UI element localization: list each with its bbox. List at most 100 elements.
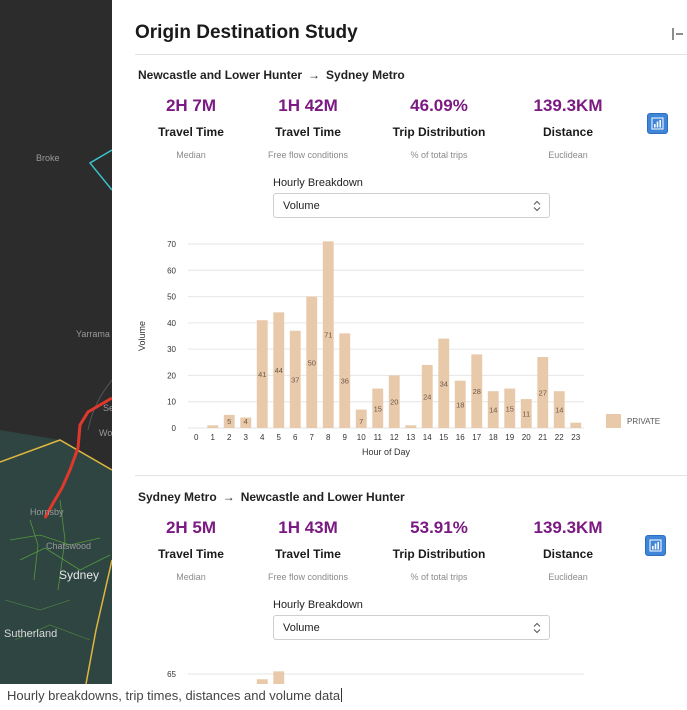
y-tick-label: 65 xyxy=(167,670,176,679)
metric-value: 46.09% xyxy=(410,96,468,115)
hourly-breakdown-label: Hourly Breakdown xyxy=(273,599,363,611)
bar xyxy=(256,320,268,428)
chart-toggle-button[interactable] xyxy=(645,535,666,556)
x-tick-label: 6 xyxy=(293,433,298,442)
map-label-sutherland: Sutherland xyxy=(4,628,58,640)
bar-data-label: 36 xyxy=(341,377,349,386)
panel-title: Origin Destination Study xyxy=(135,22,358,43)
x-tick-label: 7 xyxy=(310,433,315,442)
y-tick-label: 70 xyxy=(167,240,176,249)
y-tick-label: 50 xyxy=(167,293,176,302)
bar-data-label: 41 xyxy=(258,370,266,379)
section-divider xyxy=(135,475,687,476)
bar-data-label: 15 xyxy=(506,404,514,413)
metric-value: 1H 42M xyxy=(278,96,338,115)
od-study-panel: Origin Destination Study Newcastle and L… xyxy=(112,0,687,684)
bar xyxy=(273,671,285,684)
metric-label: Trip Distribution xyxy=(392,547,486,561)
y-tick-label: 60 xyxy=(167,266,176,275)
metric-label: Travel Time xyxy=(158,125,224,139)
x-tick-label: 15 xyxy=(439,433,448,442)
bar-chart-icon xyxy=(649,539,662,552)
x-tick-label: 23 xyxy=(571,433,580,442)
x-tick-label: 17 xyxy=(472,433,481,442)
bar xyxy=(273,312,285,428)
metric-sub: % of total trips xyxy=(410,572,468,582)
bar-data-label: 50 xyxy=(308,358,316,367)
bar xyxy=(372,388,384,428)
x-tick-label: 2 xyxy=(227,433,232,442)
metric-value: 139.3KM xyxy=(533,96,603,115)
x-tick-label: 11 xyxy=(374,433,383,442)
metric-value: 53.91% xyxy=(410,518,468,537)
metric-median-travel-time: 2H 7M Travel Time Median xyxy=(126,96,256,160)
bar xyxy=(471,354,483,428)
route-arrow: → xyxy=(308,68,321,82)
bar xyxy=(421,364,433,428)
x-tick-label: 19 xyxy=(505,433,514,442)
metric-free-flow-travel-time: 1H 42M Travel Time Free flow conditions xyxy=(243,96,373,160)
bar xyxy=(289,330,301,428)
metric-sub: Free flow conditions xyxy=(267,150,349,160)
x-tick-label: 21 xyxy=(538,433,547,442)
map-view[interactable]: Broke Yarrama Se Wo Hornsby Chatswood Sy… xyxy=(0,0,112,684)
metric-select[interactable]: Volume xyxy=(273,615,550,640)
x-tick-label: 3 xyxy=(244,433,249,442)
y-axis-label: Volume xyxy=(137,321,147,351)
bar-data-label: 34 xyxy=(440,379,448,388)
metric-sub: Median xyxy=(176,150,206,160)
y-tick-label: 0 xyxy=(172,424,177,433)
bar xyxy=(207,425,219,428)
hourly-volume-chart-partial: 65 xyxy=(167,670,584,684)
x-tick-label: 5 xyxy=(277,433,282,442)
bar-data-label: 37 xyxy=(291,375,299,384)
app-stage: Broke Yarrama Se Wo Hornsby Chatswood Sy… xyxy=(0,0,687,684)
bar xyxy=(388,375,400,428)
y-tick-label: 10 xyxy=(167,398,176,407)
bar-data-label: 24 xyxy=(423,392,431,401)
bar xyxy=(454,380,466,428)
map-label-yarramalong: Yarrama xyxy=(76,329,110,339)
bar-data-label: 28 xyxy=(473,387,481,396)
x-axis-label: Hour of Day xyxy=(362,447,411,457)
x-tick-label: 20 xyxy=(522,433,531,442)
select-chevron-icon xyxy=(533,622,541,634)
bar-data-label: 27 xyxy=(539,389,547,398)
bar xyxy=(339,333,351,428)
x-tick-label: 10 xyxy=(357,433,366,442)
metric-select-value: Volume xyxy=(283,622,320,634)
metric-median-travel-time: 2H 5M Travel Time Median xyxy=(126,518,256,582)
bar-chart-icon xyxy=(651,117,664,130)
bar-data-label: 11 xyxy=(522,410,530,419)
map-label-se: Se xyxy=(103,403,112,413)
metric-trip-distribution: 53.91% Trip Distribution % of total trip… xyxy=(374,518,504,582)
metric-sub: % of total trips xyxy=(410,150,468,160)
bar-data-label: 5 xyxy=(227,417,231,426)
metric-label: Travel Time xyxy=(275,125,341,139)
bar-data-label: 14 xyxy=(555,406,563,415)
x-tick-label: 0 xyxy=(194,433,199,442)
select-chevron-icon xyxy=(533,200,541,212)
metric-distance: 139.3KM Distance Euclidean xyxy=(503,518,633,582)
chart-toggle-button[interactable] xyxy=(647,113,668,134)
metric-sub: Euclidean xyxy=(548,150,588,160)
bar xyxy=(553,391,565,428)
bar xyxy=(355,409,367,428)
title-divider xyxy=(135,54,687,55)
route-heading: Sydney Metro → Newcastle and Lower Hunter xyxy=(138,490,405,504)
map-canvas[interactable] xyxy=(0,0,112,684)
x-tick-label: 12 xyxy=(390,433,399,442)
metric-value: 2H 7M xyxy=(165,96,217,115)
route-origin: Newcastle and Lower Hunter xyxy=(138,68,303,82)
text-caret xyxy=(341,688,343,702)
metric-sub: Euclidean xyxy=(548,572,588,582)
bar-data-label: 71 xyxy=(324,331,332,340)
metric-select[interactable]: Volume xyxy=(273,193,550,218)
bar xyxy=(438,338,450,428)
metric-label: Distance xyxy=(542,547,594,561)
x-tick-label: 8 xyxy=(326,433,331,442)
bar xyxy=(240,417,252,428)
x-tick-label: 13 xyxy=(406,433,415,442)
collapse-panel-icon[interactable] xyxy=(671,27,683,41)
